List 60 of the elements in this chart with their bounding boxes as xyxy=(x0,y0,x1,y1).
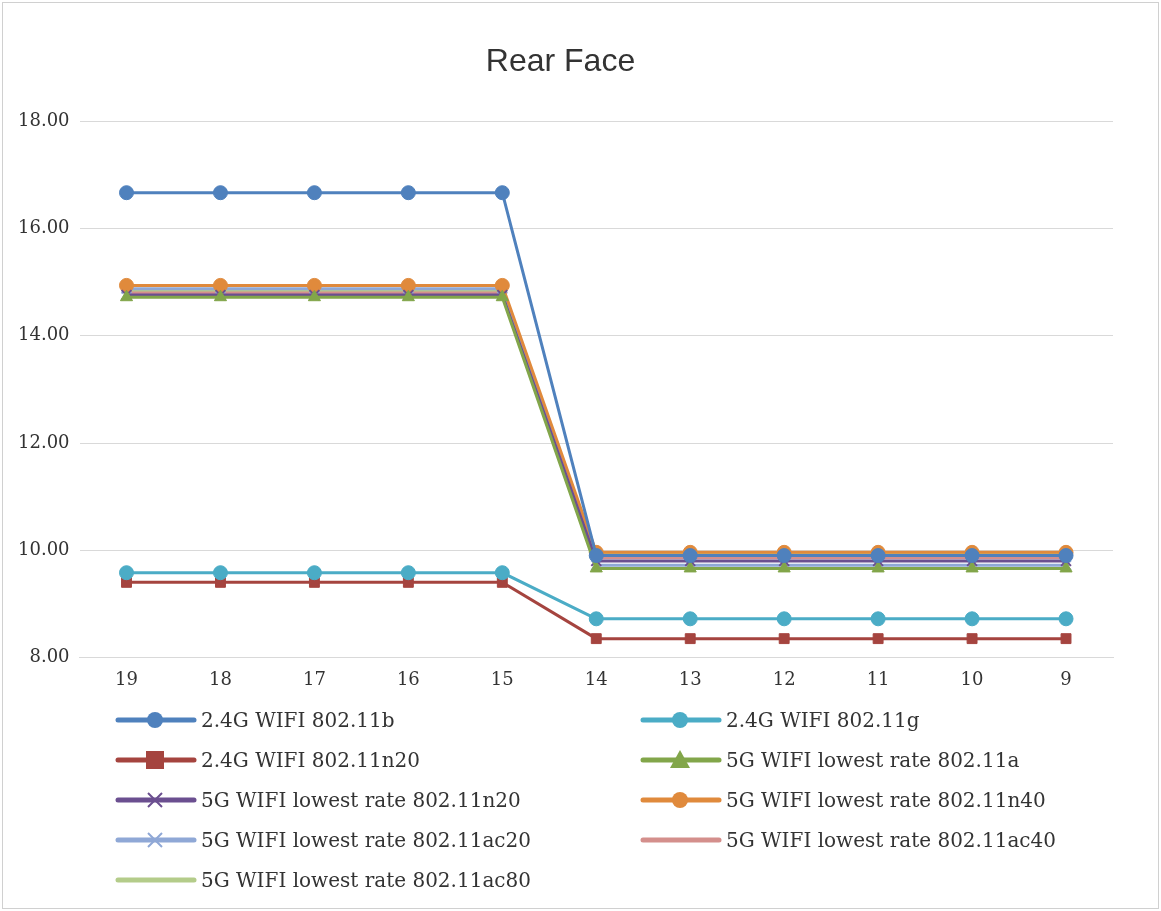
legend-label: 2.4G WIFI 802.11g xyxy=(726,708,920,732)
point xyxy=(1058,548,1074,564)
point xyxy=(966,633,978,645)
x-tick-label: 18 xyxy=(209,667,232,689)
point xyxy=(964,548,980,564)
x-tick-label: 14 xyxy=(584,667,608,689)
point xyxy=(119,565,135,581)
point xyxy=(776,548,792,564)
point xyxy=(588,548,604,564)
point xyxy=(306,277,322,293)
point xyxy=(682,548,698,564)
point xyxy=(1060,633,1072,645)
point xyxy=(870,611,886,627)
legend-label: 5G WIFI lowest rate 802.11a xyxy=(726,748,1020,772)
legend-label: 5G WIFI lowest rate 802.11n20 xyxy=(201,788,521,812)
legend-label: 2.4G WIFI 802.11n20 xyxy=(201,748,421,772)
point xyxy=(400,277,416,293)
chart-title: Rear Face xyxy=(485,42,636,79)
point xyxy=(119,277,135,293)
legend-label: 5G WIFI lowest rate 802.11ac40 xyxy=(726,828,1056,852)
point xyxy=(494,565,510,581)
x-tick-label: 13 xyxy=(678,667,702,689)
x-tick-label: 12 xyxy=(772,667,796,689)
legend-label: 2.4G WIFI 802.11b xyxy=(201,708,395,732)
point xyxy=(778,633,790,645)
point xyxy=(212,277,228,293)
y-tick-label: 8.00 xyxy=(29,645,70,667)
x-tick-label: 11 xyxy=(866,667,890,689)
point xyxy=(590,633,602,645)
x-tick-label: 9 xyxy=(1060,667,1072,689)
point xyxy=(212,565,228,581)
x-tick-label: 16 xyxy=(396,667,420,689)
x-tick-label: 10 xyxy=(960,667,984,689)
point xyxy=(964,611,980,627)
point xyxy=(400,185,416,201)
point xyxy=(400,565,416,581)
x-tick-label: 15 xyxy=(490,667,514,689)
point xyxy=(494,277,510,293)
y-tick-label: 14.00 xyxy=(18,323,70,345)
point xyxy=(588,611,604,627)
point xyxy=(306,185,322,201)
point xyxy=(119,185,135,201)
y-tick-label: 10.00 xyxy=(18,537,70,559)
point xyxy=(682,611,698,627)
legend-label: 5G WIFI lowest rate 802.11ac20 xyxy=(201,828,531,852)
legend-label: 5G WIFI lowest rate 802.11ac80 xyxy=(201,868,531,892)
point xyxy=(306,565,322,581)
point xyxy=(776,611,792,627)
y-tick-label: 12.00 xyxy=(18,430,70,452)
point xyxy=(684,633,696,645)
point xyxy=(1058,611,1074,627)
point xyxy=(494,185,510,201)
point xyxy=(870,548,886,564)
y-tick-label: 16.00 xyxy=(18,216,70,238)
x-tick-label: 17 xyxy=(302,667,326,689)
point xyxy=(212,185,228,201)
point xyxy=(872,633,884,645)
legend-label: 5G WIFI lowest rate 802.11n40 xyxy=(726,788,1046,812)
y-tick-label: 18.00 xyxy=(18,109,70,131)
x-tick-label: 19 xyxy=(115,667,138,689)
